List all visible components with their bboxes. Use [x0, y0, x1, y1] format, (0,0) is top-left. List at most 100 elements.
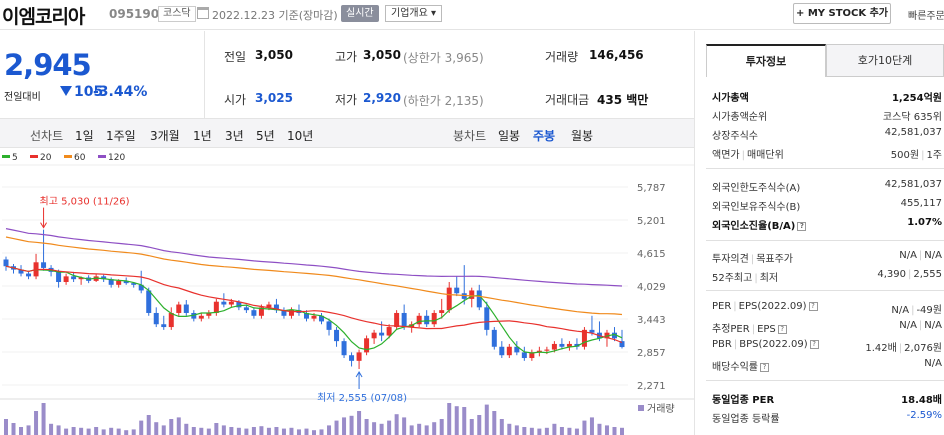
- volume-bar: [589, 417, 594, 435]
- tab-1y[interactable]: 1년: [193, 129, 212, 143]
- volume-bar: [161, 425, 166, 435]
- help-icon[interactable]: ?: [809, 340, 819, 349]
- tab-daily[interactable]: 일봉: [498, 129, 521, 143]
- candle-body: [146, 290, 152, 313]
- candle-body: [454, 287, 460, 294]
- volume-bar: [244, 428, 249, 435]
- candle-body: [108, 279, 114, 285]
- foreign-ratio-label: 외국인소진율(B/A)?: [712, 217, 807, 232]
- help-icon[interactable]: ?: [777, 325, 787, 334]
- volume-bar: [266, 427, 271, 435]
- volume-bar: [529, 427, 534, 435]
- foreign-limit-label: 외국인한도주식수(A): [712, 183, 801, 194]
- low-label: 저가: [335, 93, 358, 107]
- stock-header: 이엠코리아 095190 코스닥 2022.12.23 기준(장마감) 실시간 …: [0, 0, 944, 30]
- candle-body: [206, 312, 212, 316]
- candle-body: [514, 346, 520, 353]
- y-tick-label: 4,615: [637, 249, 666, 260]
- fast-order-link[interactable]: 빠른주문: [908, 11, 944, 22]
- ma120-line: [5, 228, 623, 287]
- ma-legend-label: 120: [108, 153, 125, 163]
- candle-chart-label: 봉차트: [453, 129, 487, 143]
- div-label: 배당수익률?: [712, 358, 769, 373]
- volume-bar: [206, 428, 211, 435]
- candle-body: [529, 352, 535, 359]
- est-per-row: 추정PER | EPS? N/A | N/A: [712, 319, 944, 336]
- volume-bar: [567, 427, 572, 435]
- volume-bar: [116, 428, 121, 435]
- volume-bar: [597, 423, 602, 435]
- candle-body: [416, 315, 422, 325]
- prev-close-label: 전일: [224, 50, 247, 64]
- volume-bar: [507, 423, 512, 435]
- min-arrow-head: [355, 371, 363, 378]
- tab-monthly[interactable]: 월봉: [571, 129, 594, 143]
- candle-body: [258, 307, 264, 316]
- tab-orderbook[interactable]: 호가10단계: [826, 44, 944, 77]
- divider: [706, 380, 944, 381]
- company-name: 이엠코리아: [2, 6, 85, 28]
- divider: [694, 31, 695, 435]
- candle-body: [221, 301, 227, 305]
- divider: [706, 290, 944, 291]
- tab-10y[interactable]: 10년: [287, 129, 314, 143]
- volume-bar: [582, 420, 587, 435]
- volume-bar: [214, 423, 219, 435]
- tab-5y[interactable]: 5년: [256, 129, 275, 143]
- volume-bar: [394, 414, 399, 435]
- tab-3y[interactable]: 3년: [225, 129, 244, 143]
- ma-legend-label: 60: [74, 153, 86, 163]
- candle-body: [319, 315, 325, 322]
- volume-bar: [462, 407, 467, 435]
- volume-bar: [469, 419, 474, 435]
- candle-body: [71, 276, 77, 280]
- company-overview-dropdown[interactable]: 기업개요 ▾: [385, 5, 442, 22]
- realtime-button[interactable]: 실시간: [341, 5, 379, 22]
- help-icon[interactable]: ?: [808, 302, 818, 311]
- candle-body: [18, 269, 24, 274]
- candle-body: [334, 329, 340, 342]
- volume-bar: [304, 428, 309, 435]
- chart-period-tabs: 선차트 1일 1주일 3개월 1년 3년 5년 10년 봉차트 일봉 주봉 월봉: [0, 118, 694, 148]
- tab-invest-info[interactable]: 투자정보: [706, 44, 826, 77]
- candle-body: [439, 310, 445, 313]
- divider: [706, 168, 944, 169]
- volume-bar: [409, 425, 414, 435]
- volume-bar: [620, 427, 624, 435]
- candle-body: [266, 304, 272, 308]
- pbr-values: 1.42배 | 2,076원: [865, 343, 942, 354]
- mktcap-label: 시가총액: [712, 93, 749, 104]
- candle-body: [311, 315, 317, 319]
- volume-bar: [357, 411, 362, 435]
- div-value: N/A: [924, 358, 942, 369]
- volume-bar: [221, 425, 226, 435]
- tab-1d[interactable]: 1일: [75, 129, 94, 143]
- candle-body: [78, 277, 84, 280]
- help-icon[interactable]: ?: [760, 363, 769, 372]
- par-row: 액면가 | 매매단위 500원 | 1주: [712, 145, 944, 162]
- volume-bar: [537, 428, 542, 435]
- volume-bar: [417, 423, 422, 435]
- tab-1w[interactable]: 1주일: [106, 129, 136, 143]
- add-my-stock-button[interactable]: + MY STOCK 추가: [793, 3, 891, 24]
- candle-body: [176, 304, 182, 313]
- tab-3m[interactable]: 3개월: [150, 129, 180, 143]
- ind-per-label: 동일업종 PER: [712, 395, 775, 406]
- par-values: 500원 | 1주: [890, 150, 942, 161]
- volume-bar: [274, 427, 279, 435]
- ind-rate-label: 동일업종 등락률: [712, 414, 780, 425]
- candle-body: [138, 284, 144, 291]
- candle-body: [574, 343, 580, 347]
- candle-body: [213, 301, 219, 313]
- volume-bar: [289, 427, 294, 435]
- volume-bar: [612, 427, 617, 435]
- help-icon[interactable]: ?: [797, 222, 807, 231]
- per-row: PER | EPS(2022.09)? N/A | -49원: [712, 300, 944, 317]
- candle-body: [469, 290, 475, 299]
- volume-bar: [79, 427, 84, 435]
- volume-bar: [552, 423, 557, 435]
- weekly-candle-chart: 5,787 5,201 4,615 4,029 3,443 2,857 2,271 5 20 60…: [0, 149, 694, 435]
- volume-label: 거래량: [647, 403, 675, 415]
- tab-weekly[interactable]: 주봉: [533, 129, 556, 143]
- rank-label: 시가총액순위: [712, 112, 768, 123]
